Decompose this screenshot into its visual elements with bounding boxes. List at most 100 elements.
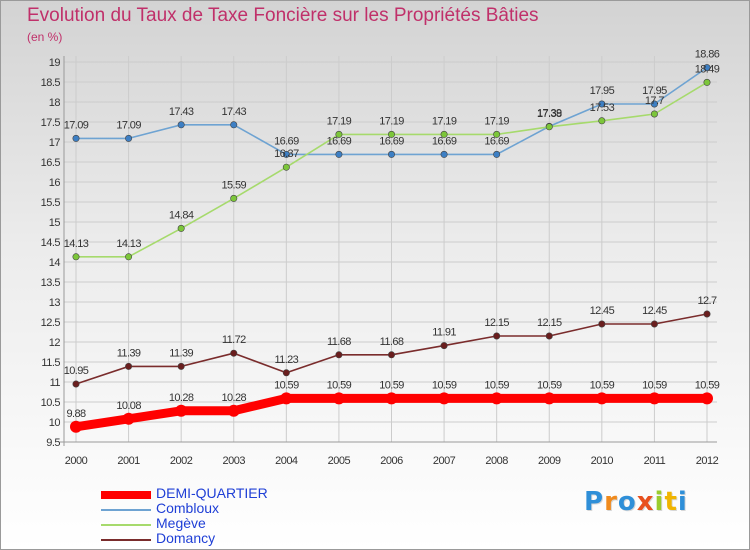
data-point-meg-ve: [387, 130, 395, 138]
data-label-combloux: 16.69: [274, 135, 299, 147]
data-label-domancy: 11.39: [117, 347, 141, 359]
y-tick-label: 15: [49, 217, 61, 229]
data-label-demi-quartier: 9.88: [66, 408, 85, 420]
data-label-domancy: 11.68: [380, 336, 404, 348]
logo-letter: o: [617, 487, 637, 517]
data-point-demi-quartier: [701, 392, 713, 405]
data-label-meg-ve: 18.49: [695, 63, 720, 75]
data-label-combloux: 16.69: [379, 135, 404, 147]
y-tick-label: 12: [49, 337, 61, 349]
data-label-combloux: 17.09: [116, 119, 141, 131]
data-point-domancy: [72, 380, 80, 388]
data-label-demi-quartier: 10.59: [432, 379, 457, 391]
data-point-domancy: [545, 332, 553, 340]
y-tick-label: 13.5: [41, 277, 61, 289]
data-label-domancy: 12.45: [642, 305, 667, 317]
data-point-demi-quartier: [438, 392, 451, 405]
data-label-demi-quartier: 10.59: [537, 379, 562, 391]
data-point-demi-quartier: [70, 420, 82, 433]
data-point-combloux: [72, 134, 80, 142]
data-point-meg-ve: [703, 78, 711, 86]
y-tick-label: 17: [49, 137, 61, 149]
data-point-domancy: [650, 320, 658, 328]
y-tick-label: 18.5: [41, 77, 61, 89]
y-tick-label: 16.5: [41, 157, 61, 169]
data-label-demi-quartier: 10.59: [379, 379, 404, 391]
data-label-meg-ve: 14.13: [64, 238, 89, 250]
data-label-combloux: 16.69: [327, 135, 352, 147]
data-label-demi-quartier: 10.59: [590, 379, 615, 391]
chart-subtitle: (en %): [27, 30, 63, 44]
data-label-demi-quartier: 10.28: [169, 392, 194, 404]
data-label-combloux: 17.95: [642, 85, 667, 97]
data-label-demi-quartier: 10.59: [642, 379, 667, 391]
data-point-demi-quartier: [227, 404, 240, 417]
x-tick-label: 2003: [223, 455, 246, 467]
data-point-demi-quartier: [175, 404, 188, 417]
legend-label: Combloux: [156, 500, 220, 516]
y-tick-label: 19: [49, 57, 61, 69]
data-point-domancy: [125, 362, 133, 370]
data-label-meg-ve: 14.84: [169, 209, 194, 221]
data-point-domancy: [387, 351, 395, 359]
y-tick-label: 10.5: [41, 397, 61, 409]
y-tick-label: 10: [49, 417, 61, 429]
data-label-demi-quartier: 10.59: [695, 379, 720, 391]
legend-swatch: [101, 491, 151, 499]
data-label-domancy: 11.68: [327, 336, 351, 348]
data-point-meg-ve: [493, 130, 501, 138]
x-tick-label: 2000: [65, 455, 88, 467]
y-tick-label: 9.5: [46, 437, 60, 449]
x-tick-label: 2008: [485, 455, 508, 467]
data-label-combloux: 16.69: [484, 135, 509, 147]
data-label-domancy: 12.15: [537, 317, 562, 329]
legend-label: Domancy: [156, 530, 216, 546]
data-point-combloux: [440, 150, 448, 158]
data-label-meg-ve: 17.38: [537, 108, 562, 120]
data-point-demi-quartier: [648, 392, 661, 405]
x-tick-label: 2012: [696, 455, 719, 467]
y-tick-label: 13: [49, 297, 61, 309]
data-label-domancy: 12.7: [697, 295, 716, 307]
data-point-combloux: [335, 150, 343, 158]
data-point-domancy: [598, 320, 606, 328]
data-point-demi-quartier: [280, 392, 293, 405]
data-point-meg-ve: [282, 163, 290, 171]
y-tick-label: 17.5: [41, 117, 61, 129]
data-point-meg-ve: [125, 253, 133, 261]
y-tick-label: 18: [49, 97, 61, 109]
data-point-demi-quartier: [122, 412, 135, 425]
logo-letter: t: [664, 487, 678, 517]
data-label-demi-quartier: 10.59: [327, 379, 352, 391]
data-label-demi-quartier: 10.59: [484, 379, 509, 391]
data-point-domancy: [282, 369, 290, 377]
data-point-domancy: [177, 362, 185, 370]
data-label-demi-quartier: 10.08: [116, 400, 141, 412]
data-point-demi-quartier: [385, 392, 398, 405]
y-tick-label: 15.5: [41, 197, 61, 209]
y-tick-label: 11.5: [41, 357, 60, 369]
x-tick-label: 2002: [170, 455, 193, 467]
data-label-meg-ve: 14.13: [116, 238, 141, 250]
data-label-combloux: 17.09: [64, 119, 89, 131]
data-point-combloux: [650, 100, 658, 108]
data-label-combloux: 17.43: [169, 106, 194, 118]
data-label-domancy: 11.72: [222, 334, 246, 346]
logo-letter: P: [584, 487, 605, 517]
data-point-meg-ve: [230, 194, 238, 202]
y-tick-label: 12.5: [41, 317, 61, 329]
logo-letter: x: [636, 487, 655, 517]
data-label-demi-quartier: 10.28: [221, 392, 246, 404]
legend-label: Megève: [156, 515, 206, 531]
y-tick-label: 14.5: [41, 237, 61, 249]
data-label-combloux: 17.43: [221, 106, 246, 118]
data-point-demi-quartier: [595, 392, 608, 405]
x-tick-label: 2010: [591, 455, 614, 467]
x-tick-label: 2006: [380, 455, 403, 467]
data-label-meg-ve: 17.19: [432, 115, 457, 127]
data-point-domancy: [703, 310, 711, 318]
data-label-meg-ve: 17.19: [327, 115, 352, 127]
data-label-meg-ve: 17.7: [645, 95, 664, 107]
chart-title: Evolution du Taux de Taxe Foncière sur l…: [27, 5, 539, 26]
